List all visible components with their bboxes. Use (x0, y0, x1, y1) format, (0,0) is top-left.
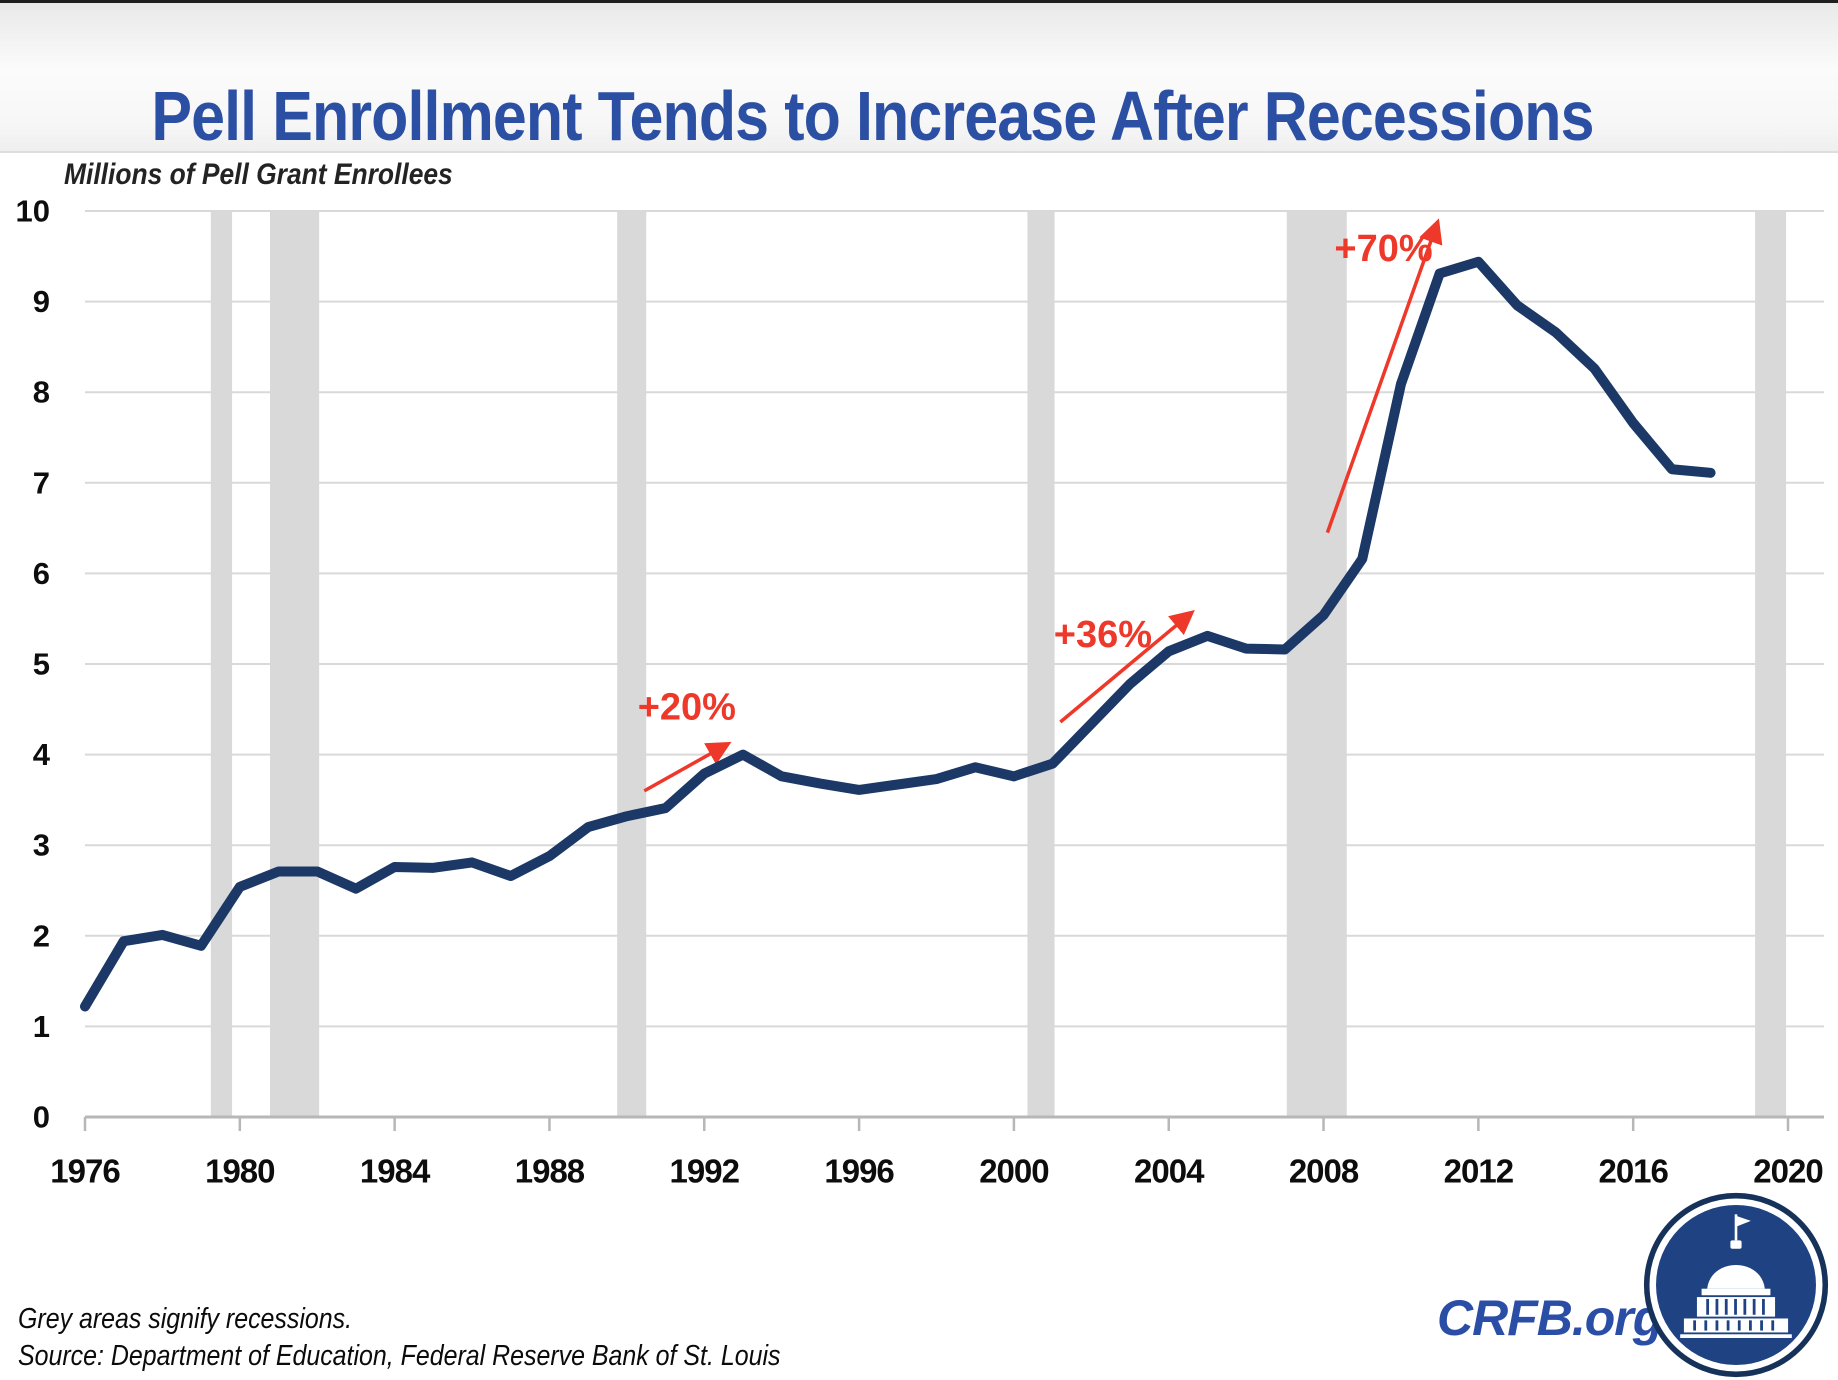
source-note: Source: Department of Education, Federal… (18, 1340, 781, 1372)
x-tick-label: 1984 (360, 1153, 431, 1190)
chart-title: Pell Enrollment Tends to Increase After … (151, 76, 1594, 155)
crfb-capitol-seal-icon (1643, 1192, 1829, 1378)
y-tick-label: 7 (33, 465, 50, 500)
crfb-logo-text: CRFB.org (1437, 1290, 1663, 1346)
annotation-arrow (643, 741, 732, 793)
x-tick-label: 2008 (1289, 1153, 1359, 1190)
y-tick-label: 10 (16, 194, 50, 229)
y-tick-label: 9 (33, 284, 50, 319)
y-tick-label: 6 (33, 556, 50, 591)
x-tick-label: 1988 (515, 1153, 585, 1190)
enrollment-line (80, 256, 1716, 1012)
x-tick-label: 2012 (1444, 1153, 1514, 1190)
x-tick-label: 1992 (670, 1153, 740, 1190)
y-tick-label: 0 (33, 1100, 50, 1135)
annotation-label: +36% (1054, 614, 1152, 656)
header-band (0, 3, 1838, 153)
x-tick-label: 2000 (979, 1153, 1048, 1190)
annotation-arrow (1325, 218, 1443, 534)
y-tick-label: 4 (33, 737, 51, 772)
x-tick-label: 2020 (1753, 1153, 1822, 1190)
y-units-caption: Millions of Pell Grant Enrollees (64, 158, 453, 191)
y-tick-label: 3 (33, 828, 50, 863)
pell-enrollment-line-chart: 0 1 2 3 4 5 6 7 8 9 10 1976 1980 1984 1988 1992 1996 2000… (16, 194, 1824, 1190)
annotation-label: +20% (638, 686, 736, 728)
x-tick-label: 1980 (205, 1153, 274, 1190)
capitol-columns (1693, 1298, 1775, 1331)
annotation-arrow (1059, 610, 1195, 724)
x-tick-label: 1976 (50, 1153, 120, 1190)
recession-note: Grey areas signify recessions. (18, 1303, 353, 1335)
y-tick-label: 2 (33, 918, 50, 953)
y-tick-label: 1 (33, 1009, 50, 1044)
y-tick-label: 8 (33, 375, 50, 410)
y-tick-label: 5 (33, 647, 50, 682)
x-tick-label: 2016 (1598, 1153, 1668, 1190)
annotation-label: +70% (1334, 228, 1432, 270)
x-tick-label: 1996 (824, 1153, 894, 1190)
x-tick-label: 2004 (1134, 1153, 1205, 1190)
